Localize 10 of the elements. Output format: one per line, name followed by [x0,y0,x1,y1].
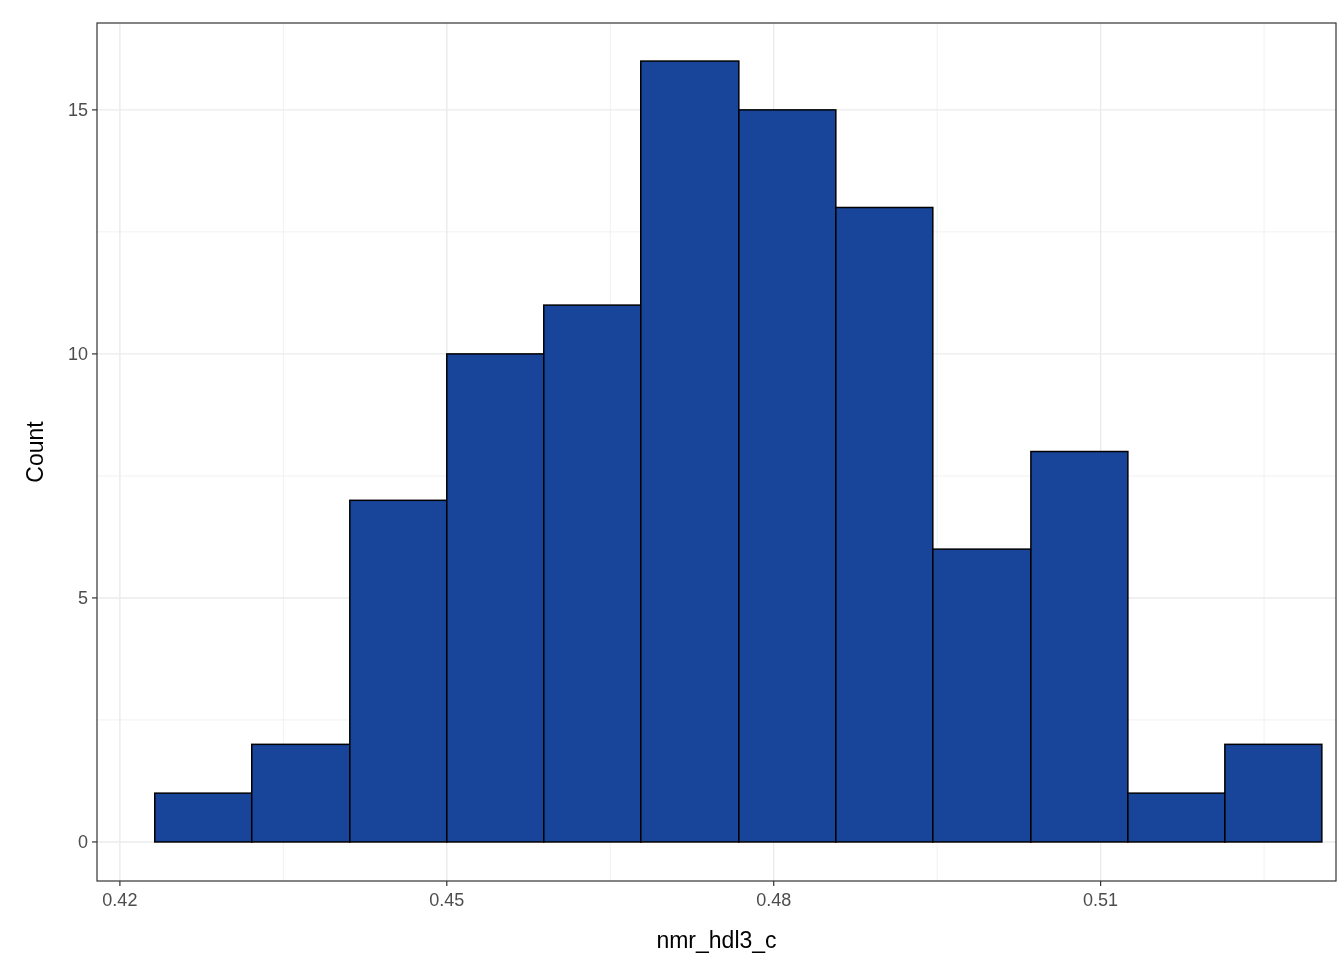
x-tick-label: 0.48 [756,890,792,910]
x-tick-label: 0.51 [1083,890,1119,910]
y-tick-label: 15 [67,100,88,121]
y-axis-title: Count [22,420,48,483]
y-tick-label: 0 [77,832,88,853]
x-axis-title: nmr_hdl3_c [656,927,777,953]
x-tick-label: 0.45 [429,890,465,910]
y-tick-label: 5 [77,588,88,609]
x-tick-label: 0.42 [102,890,138,910]
y-tick-label: 10 [67,344,88,365]
